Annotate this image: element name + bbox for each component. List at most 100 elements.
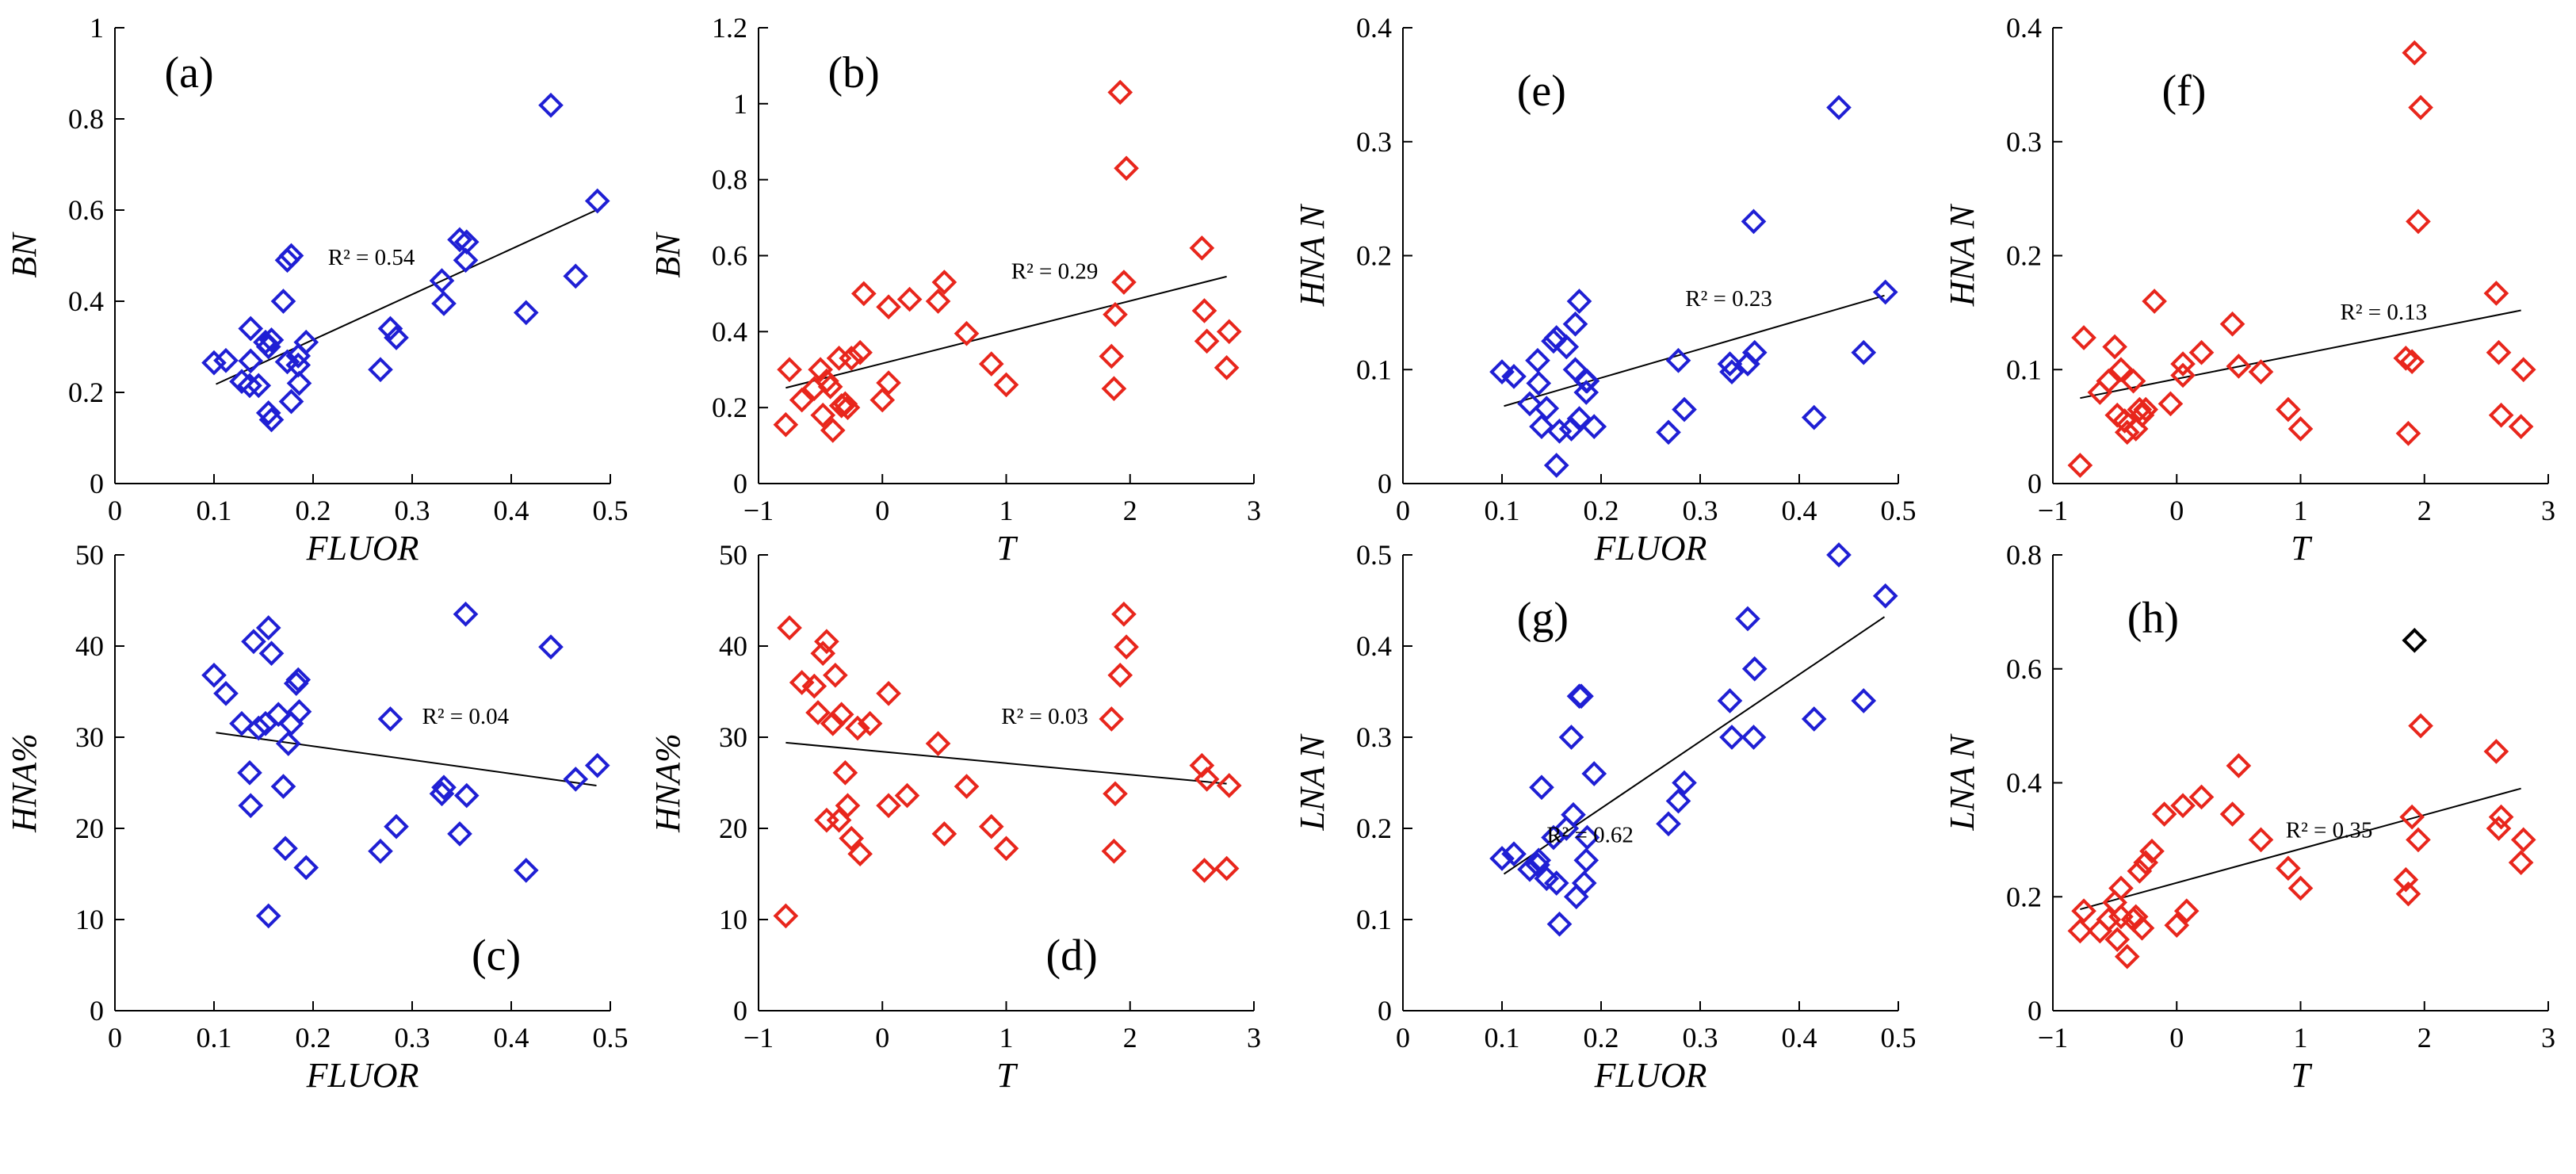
y-tick-label: 0.8 [2006, 539, 2042, 571]
data-point [808, 357, 833, 383]
data-point [1543, 870, 1569, 896]
data-point [828, 702, 854, 728]
x-tick-label: −1 [743, 1022, 774, 1054]
data-point [453, 782, 480, 809]
x-tick-label: 0.3 [395, 495, 430, 526]
data-point [850, 281, 877, 307]
data-point [2248, 359, 2274, 384]
r-squared-annotation: R² = 0.23 [1685, 286, 1772, 312]
data-point [2276, 396, 2301, 423]
x-tick-label: 0.2 [296, 1022, 331, 1054]
data-point [453, 601, 479, 627]
data-point [869, 387, 896, 413]
data-point [1665, 788, 1691, 814]
data-point [817, 373, 843, 400]
data-point [1717, 351, 1743, 377]
x-tick-label: 1 [2294, 1022, 2308, 1054]
data-point [1534, 396, 1560, 421]
data-point [2108, 875, 2134, 901]
data-point [1189, 235, 1215, 261]
x-tick-label: 0 [875, 1022, 889, 1054]
x-tick-label: 0.5 [593, 495, 629, 526]
y-tick-label: 0.4 [1356, 12, 1392, 44]
data-point [1558, 725, 1584, 750]
x-tick-label: 0 [875, 495, 889, 526]
data-point [447, 227, 472, 253]
data-point [2510, 827, 2536, 853]
data-point [2408, 94, 2433, 120]
r-squared-annotation: R² = 0.54 [328, 245, 415, 270]
data-point [2170, 362, 2196, 388]
data-point [1801, 706, 1827, 732]
data-point [1529, 414, 1554, 439]
data-point [1566, 289, 1592, 314]
data-point [2287, 875, 2314, 901]
data-point [1489, 846, 1515, 871]
y-tick-label: 50 [719, 539, 747, 571]
data-point [1517, 391, 1542, 417]
data-point [773, 411, 799, 438]
y-tick-label: 1 [733, 88, 747, 120]
data-point [270, 774, 296, 799]
data-point [237, 373, 262, 399]
x-tick-label: 1 [2294, 495, 2308, 526]
data-point [1103, 781, 1128, 807]
r-squared-annotation: R² = 0.13 [2341, 300, 2428, 325]
data-point [1529, 774, 1554, 801]
x-tick-label: 2 [1123, 1022, 1137, 1054]
y-tick-label: 0.8 [712, 164, 747, 196]
data-point [820, 710, 846, 736]
data-point [805, 700, 831, 725]
data-point [2127, 859, 2153, 884]
data-point [2402, 627, 2428, 653]
data-point [2142, 289, 2167, 314]
data-point [789, 670, 815, 695]
regression-line [785, 275, 1227, 389]
data-point [2120, 368, 2146, 394]
data-point [377, 315, 403, 342]
data-point [2395, 881, 2421, 907]
x-tick-label: 0 [2169, 495, 2184, 526]
data-point [1546, 419, 1573, 444]
data-point [1574, 368, 1600, 394]
data-point [1735, 351, 1760, 377]
data-point [2408, 713, 2433, 739]
data-point [2112, 408, 2138, 434]
data-point [538, 634, 564, 660]
data-point [2096, 907, 2122, 932]
y-axis-label: HNA N [1293, 203, 1332, 307]
y-tick-label: 0.2 [68, 377, 104, 408]
data-point [2133, 396, 2159, 423]
y-tick-label: 10 [75, 904, 104, 935]
data-point [847, 339, 873, 365]
data-point [1525, 347, 1550, 373]
data-point [1826, 94, 1852, 120]
y-tick-label: 0.1 [1356, 354, 1392, 385]
y-tick-label: 30 [75, 721, 104, 753]
data-point [1107, 79, 1133, 105]
data-point [1194, 328, 1220, 354]
y-tick-label: 0.1 [1356, 904, 1392, 935]
data-point [1213, 355, 1240, 380]
x-tick-label: 2 [2417, 1022, 2432, 1054]
regression-line [1503, 616, 1886, 875]
y-tick-label: 20 [719, 813, 747, 844]
data-point [1101, 838, 1127, 864]
data-point [1216, 773, 1242, 798]
y-tick-label: 0.6 [2006, 653, 2042, 685]
data-point [1672, 396, 1697, 423]
data-point [2219, 311, 2245, 337]
data-point [1574, 824, 1600, 851]
y-axis-label: HNA% [648, 733, 687, 833]
data-point [2067, 453, 2093, 478]
data-point [238, 793, 264, 819]
data-point [255, 334, 281, 360]
data-point [1656, 811, 1681, 837]
r-squared-annotation: R² = 0.04 [422, 704, 510, 729]
data-point [1719, 359, 1745, 384]
y-axis-label: HNA% [5, 733, 44, 833]
data-point [1672, 770, 1697, 796]
data-point [1741, 725, 1767, 750]
data-point [954, 774, 980, 799]
